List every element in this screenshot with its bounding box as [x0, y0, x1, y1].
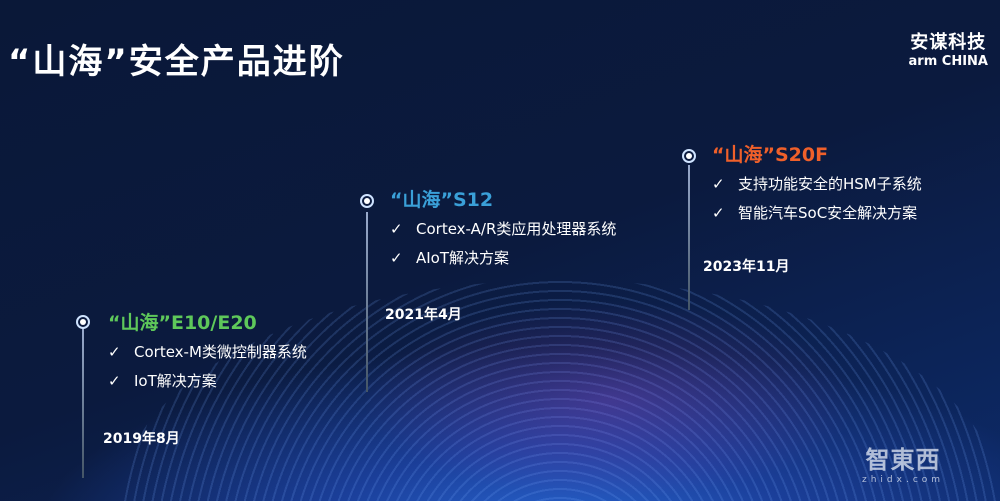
item-text: Cortex-M类微控制器系统 — [134, 343, 307, 361]
item-text: AIoT解决方案 — [416, 249, 510, 267]
milestone-title: “山海”E10/E20 — [108, 312, 257, 334]
list-item: ✓ Cortex-M类微控制器系统 — [108, 341, 307, 362]
check-icon: ✓ — [108, 372, 121, 390]
milestone-title: “山海”S12 — [390, 189, 494, 211]
timeline-line — [366, 212, 368, 392]
glow-graphic — [360, 300, 860, 500]
list-item: ✓ 支持功能安全的HSM子系统 — [712, 173, 922, 194]
check-icon: ✓ — [712, 204, 725, 222]
logo-cn: 安谋科技 — [910, 32, 987, 53]
logo-en: arm CHINA — [908, 54, 988, 69]
timeline-line — [688, 165, 690, 310]
arm-china-logo: 安谋科技 arm CHINA — [909, 28, 988, 69]
page-title: “山海”安全产品进阶 — [8, 42, 345, 82]
milestone-date: 2019年8月 — [103, 431, 180, 447]
milestone-date: 2021年4月 — [385, 307, 462, 323]
milestone-date: 2023年11月 — [703, 259, 790, 275]
item-text: 支持功能安全的HSM子系统 — [738, 175, 922, 193]
timeline-dot — [360, 194, 374, 208]
milestone-title: “山海”S20F — [712, 144, 829, 166]
list-item: ✓ Cortex-A/R类应用处理器系统 — [390, 218, 616, 239]
list-item: ✓ 智能汽车SoC安全解决方案 — [712, 202, 922, 223]
item-text: 智能汽车SoC安全解决方案 — [738, 204, 918, 222]
timeline-dot — [76, 315, 90, 329]
check-icon: ✓ — [108, 343, 121, 361]
milestone-e10: “山海”E10/E20 ✓ Cortex-M类微控制器系统 ✓ IoT解决方案 — [108, 308, 307, 399]
check-icon: ✓ — [712, 175, 725, 193]
item-text: IoT解决方案 — [134, 372, 217, 390]
list-item: ✓ AIoT解决方案 — [390, 247, 616, 268]
zhidx-watermark: 智東西 zhidx.com — [862, 440, 944, 485]
milestone-s20f: “山海”S20F ✓ 支持功能安全的HSM子系统 ✓ 智能汽车SoC安全解决方案 — [712, 140, 922, 231]
watermark-en: zhidx.com — [862, 475, 945, 485]
check-icon: ✓ — [390, 220, 403, 238]
list-item: ✓ IoT解决方案 — [108, 370, 307, 391]
check-icon: ✓ — [390, 249, 403, 267]
timeline-dot — [682, 149, 696, 163]
watermark-cn: 智東西 — [865, 446, 941, 474]
item-text: Cortex-A/R类应用处理器系统 — [416, 220, 617, 238]
milestone-s12: “山海”S12 ✓ Cortex-A/R类应用处理器系统 ✓ AIoT解决方案 — [390, 185, 616, 276]
timeline-line — [82, 328, 84, 478]
